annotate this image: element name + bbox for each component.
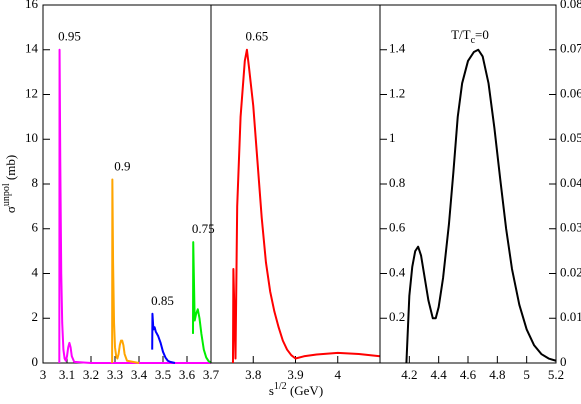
y2-tick-label: 0.02 <box>560 264 581 279</box>
series-line <box>151 312 176 364</box>
panel-frame <box>42 4 212 364</box>
series-line <box>58 48 211 364</box>
series-line <box>231 48 381 364</box>
y2-tick-label: 0.01 <box>560 309 581 324</box>
y-label-base: σ <box>3 206 18 213</box>
x-tick-label: 3.4 <box>131 367 148 382</box>
y-label-unit: (mb) <box>3 155 18 184</box>
x-tick-label: 5.2 <box>548 367 564 382</box>
x-tick-label: 3.6 <box>179 367 196 382</box>
x-tick-label: 4 <box>335 367 342 382</box>
panel: 3 3.1 3.2 3.3 3.4 3.5 3.6 3.7 0 2 4 6 8 10 12 14 16 0.95 0… <box>1 0 219 382</box>
series-label: 0.95 <box>58 29 81 44</box>
x-label-unit: (GeV) <box>287 383 323 398</box>
series-label: 0.9 <box>114 159 130 174</box>
series-label: 0.75 <box>192 221 215 236</box>
x-tick-label: 4.2 <box>401 367 417 382</box>
y2-tick-label: 0.06 <box>560 85 581 100</box>
series-line <box>111 178 140 364</box>
panel-title: T/Tc=0 <box>451 27 489 46</box>
y-tick-label: 1.4 <box>389 41 406 56</box>
x-tick-label: 3.5 <box>155 367 171 382</box>
y2-tick-label: 0.04 <box>560 175 581 190</box>
x-label-base: s <box>269 383 274 398</box>
series-label: 0.65 <box>246 29 269 44</box>
panel-frame <box>379 4 557 364</box>
y-tick-label: 0.4 <box>389 264 406 279</box>
title-sub: c <box>471 35 476 46</box>
y-tick-label: 0.2 <box>389 309 405 324</box>
series-label: 0.85 <box>151 293 174 308</box>
y-tick-label: 0.6 <box>389 220 406 235</box>
y2-tick-label: 0.03 <box>560 220 581 235</box>
y-tick-label: 1.2 <box>389 85 405 100</box>
x-axis-label: s1/2 (GeV) <box>269 381 323 398</box>
y-axis-label: σunpol (mb) <box>1 155 18 213</box>
y-tick-label: 0.8 <box>389 175 405 190</box>
x-tick-label: 3.8 <box>245 367 261 382</box>
title-base: T/T <box>451 27 471 42</box>
x-tick-label: 4.8 <box>489 367 505 382</box>
series-line <box>192 241 212 364</box>
y-tick-label: 10 <box>25 130 38 145</box>
x-tick-label: 3.3 <box>107 367 123 382</box>
x-tick-label: 4.6 <box>460 367 477 382</box>
x-label-sup: 1/2 <box>274 381 287 392</box>
y-tick-label: 14 <box>25 41 39 56</box>
y-tick-label: 0 <box>32 354 39 369</box>
x-tick-label: 5 <box>523 367 530 382</box>
y-tick-label: 2 <box>32 309 39 324</box>
panel: 4.2 4.4 4.6 4.8 5 5.2 0.2 0.4 0.6 0.8 1 1.2 1.4 0 0.01… <box>379 0 581 382</box>
y2-tick-label: 0.05 <box>560 130 581 145</box>
y2-tick-label: 0 <box>560 354 567 369</box>
title-rest: =0 <box>475 27 489 42</box>
x-tick-label: 3.2 <box>83 367 99 382</box>
y-label-sup: unpol <box>1 183 12 206</box>
x-tick-label: 3 <box>40 367 47 382</box>
panel: 3.8 3.9 4 0.65 s1/2 (GeV) <box>210 4 381 398</box>
series-line <box>405 48 557 364</box>
y-tick-label: 12 <box>25 85 38 100</box>
y2-tick-label: 0.07 <box>560 41 581 56</box>
x-tick-label: 3.9 <box>287 367 303 382</box>
y-tick-label: 6 <box>32 220 39 235</box>
x-tick-label: 3.7 <box>203 367 220 382</box>
x-tick-label: 4.4 <box>431 367 448 382</box>
x-tick-label: 3.1 <box>59 367 75 382</box>
y-tick-label: 4 <box>32 264 39 279</box>
y-tick-label: 8 <box>32 175 39 190</box>
y-tick-label: 1 <box>389 130 396 145</box>
y2-tick-label: 0.08 <box>560 0 581 11</box>
y-tick-label: 16 <box>25 0 39 11</box>
